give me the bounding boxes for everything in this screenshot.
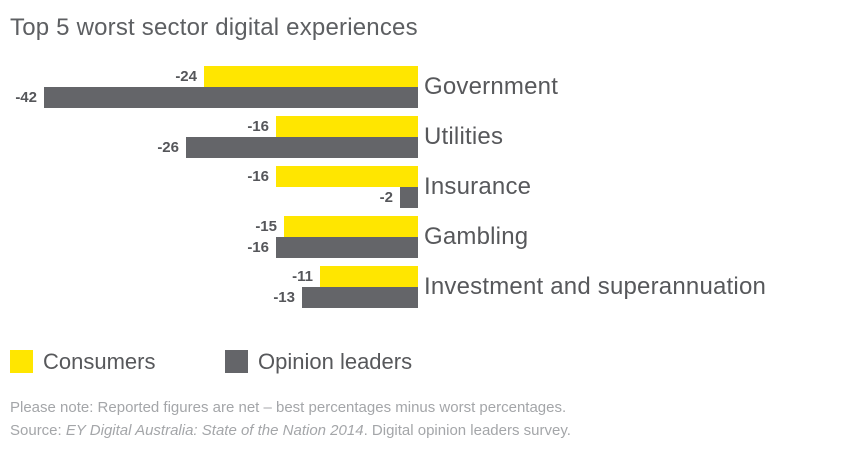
consumers-swatch-icon (10, 350, 33, 373)
value-label-opinion-leaders-government: -42 (15, 89, 37, 106)
opinion-leaders-swatch-icon (225, 350, 248, 373)
source-suffix: . Digital opinion leaders survey. (363, 422, 571, 439)
bar-opinion-leaders-utilities (186, 137, 418, 158)
source-title: EY Digital Australia: State of the Natio… (65, 422, 364, 439)
value-label-opinion-leaders-investment-and-superannuation: -13 (273, 289, 295, 306)
bar-opinion-leaders-insurance (400, 187, 418, 208)
footnote-note-line: Please note: Reported figures are net – … (10, 399, 567, 416)
category-label-utilities: Utilities (424, 123, 504, 150)
bar-consumers-investment-and-superannuation (320, 266, 418, 287)
value-label-opinion-leaders-insurance: -2 (379, 189, 393, 206)
value-label-consumers-insurance: -16 (247, 168, 269, 185)
category-label-investment-and-superannuation: Investment and superannuation (424, 273, 767, 300)
footnote-source-line: Source: EY Digital Australia: State of t… (10, 419, 571, 442)
bar-consumers-utilities (276, 116, 418, 137)
bar-opinion-leaders-government (44, 87, 418, 108)
bar-consumers-government (204, 66, 418, 87)
bar-consumers-insurance (276, 166, 418, 187)
value-label-consumers-government: -24 (175, 68, 197, 85)
legend: Consumers Opinion leaders (0, 349, 856, 374)
value-label-consumers-investment-and-superannuation: -11 (292, 268, 313, 285)
legend-label-consumers: Consumers (43, 349, 156, 374)
value-label-opinion-leaders-utilities: -26 (157, 139, 179, 156)
bar-opinion-leaders-gambling (276, 237, 418, 258)
legend-label-opinion-leaders: Opinion leaders (258, 349, 413, 374)
bar-opinion-leaders-investment-and-superannuation (302, 287, 418, 308)
value-label-consumers-gambling: -15 (255, 218, 277, 235)
category-label-insurance: Insurance (424, 173, 532, 200)
chart-title: Top 5 worst sector digital experiences (10, 14, 418, 41)
category-label-gambling: Gambling (424, 223, 529, 250)
footnote: Please note: Reported figures are net – … (10, 396, 571, 442)
category-label-government: Government (424, 73, 559, 100)
bar-consumers-gambling (284, 216, 418, 237)
value-label-consumers-utilities: -16 (247, 118, 269, 135)
value-label-opinion-leaders-gambling: -16 (247, 239, 269, 256)
source-prefix: Source: (10, 422, 66, 439)
